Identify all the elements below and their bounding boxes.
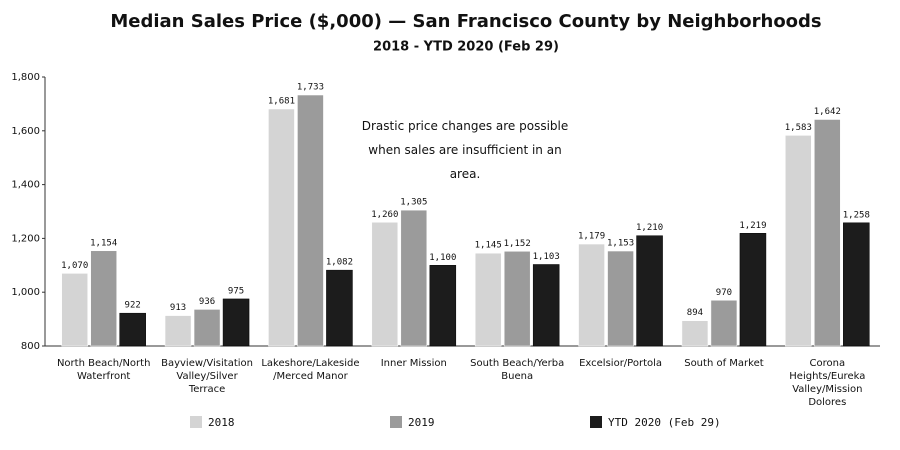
legend-swatch [590,416,602,428]
bar [843,222,870,347]
data-label: 922 [125,301,141,311]
x-tick-label: South Beach/Yerba Buena [470,358,565,382]
bar [400,209,428,347]
data-label: 1,070 [61,261,88,271]
data-label: 1,260 [371,210,398,220]
bar [814,119,841,347]
bar [164,315,192,347]
data-label: 1,733 [297,83,324,93]
legend-label: YTD 2020 (Feb 29) [608,416,721,429]
data-label: 1,642 [814,107,841,117]
data-label: 970 [716,288,732,298]
legend-label: 2019 [408,416,435,429]
data-label: 936 [199,297,215,307]
y-tick-label: 1,400 [11,180,40,191]
bar [193,309,221,347]
bar [578,243,605,347]
bar [61,273,88,347]
data-label: 1,305 [400,198,427,208]
bar [739,233,767,347]
y-tick-label: 1,600 [11,126,40,137]
data-label: 1,179 [578,232,605,242]
data-label: 1,153 [607,239,634,249]
x-tick-label: Bayview/Visitation Valley/Silver Terrace [161,358,254,395]
bar [429,265,457,347]
chart-subtitle: 2018 - YTD 2020 (Feb 29) [373,40,559,55]
data-label: 1,100 [429,253,456,263]
legend-swatch [190,416,202,428]
data-label: 1,145 [475,241,502,251]
data-label: 1,219 [739,221,766,231]
chart-title: Median Sales Price ($,000) — San Francis… [110,11,821,32]
data-label: 1,258 [843,210,870,220]
bar [503,251,531,347]
bar [785,135,812,347]
x-tick-label: Corona Heights/Eureka Valley/Mission Dol… [789,358,866,408]
bar [371,222,399,347]
data-label: 1,082 [326,258,353,268]
legend-label: 2018 [208,416,235,429]
bar [681,320,709,347]
data-label: 1,210 [636,223,663,233]
y-tick-label: 800 [21,341,40,352]
data-label: 1,681 [268,97,295,107]
y-tick-label: 1,800 [11,72,40,83]
y-tick-label: 1,000 [11,287,40,298]
bar [326,269,353,347]
legend-swatch [390,416,402,428]
bar [90,250,117,347]
x-tick-label: Inner Mission [380,358,447,369]
bar [297,94,324,347]
bar [119,312,146,347]
data-label: 1,154 [90,238,117,248]
bar [607,250,634,347]
bar [474,252,502,347]
data-label: 1,583 [785,123,812,133]
bar [222,298,250,347]
x-tick-label: Excelsior/Portola [579,358,663,369]
x-tick-label: North Beach/North Waterfront [56,358,151,382]
bar [710,300,738,347]
bar [268,108,295,347]
data-label: 975 [228,286,244,296]
data-label: 913 [170,303,186,313]
data-label: 1,103 [533,252,560,262]
y-tick-label: 1,200 [11,233,40,244]
annotation: Drastic price changes are possible when … [361,119,569,181]
x-tick-label: Lakeshore/Lakeside /Merced Manor [261,358,360,382]
bar [532,264,560,347]
bar [636,235,663,347]
data-label: 1,152 [504,239,531,249]
x-tick-label: South of Market [684,358,764,369]
data-label: 894 [687,308,703,318]
